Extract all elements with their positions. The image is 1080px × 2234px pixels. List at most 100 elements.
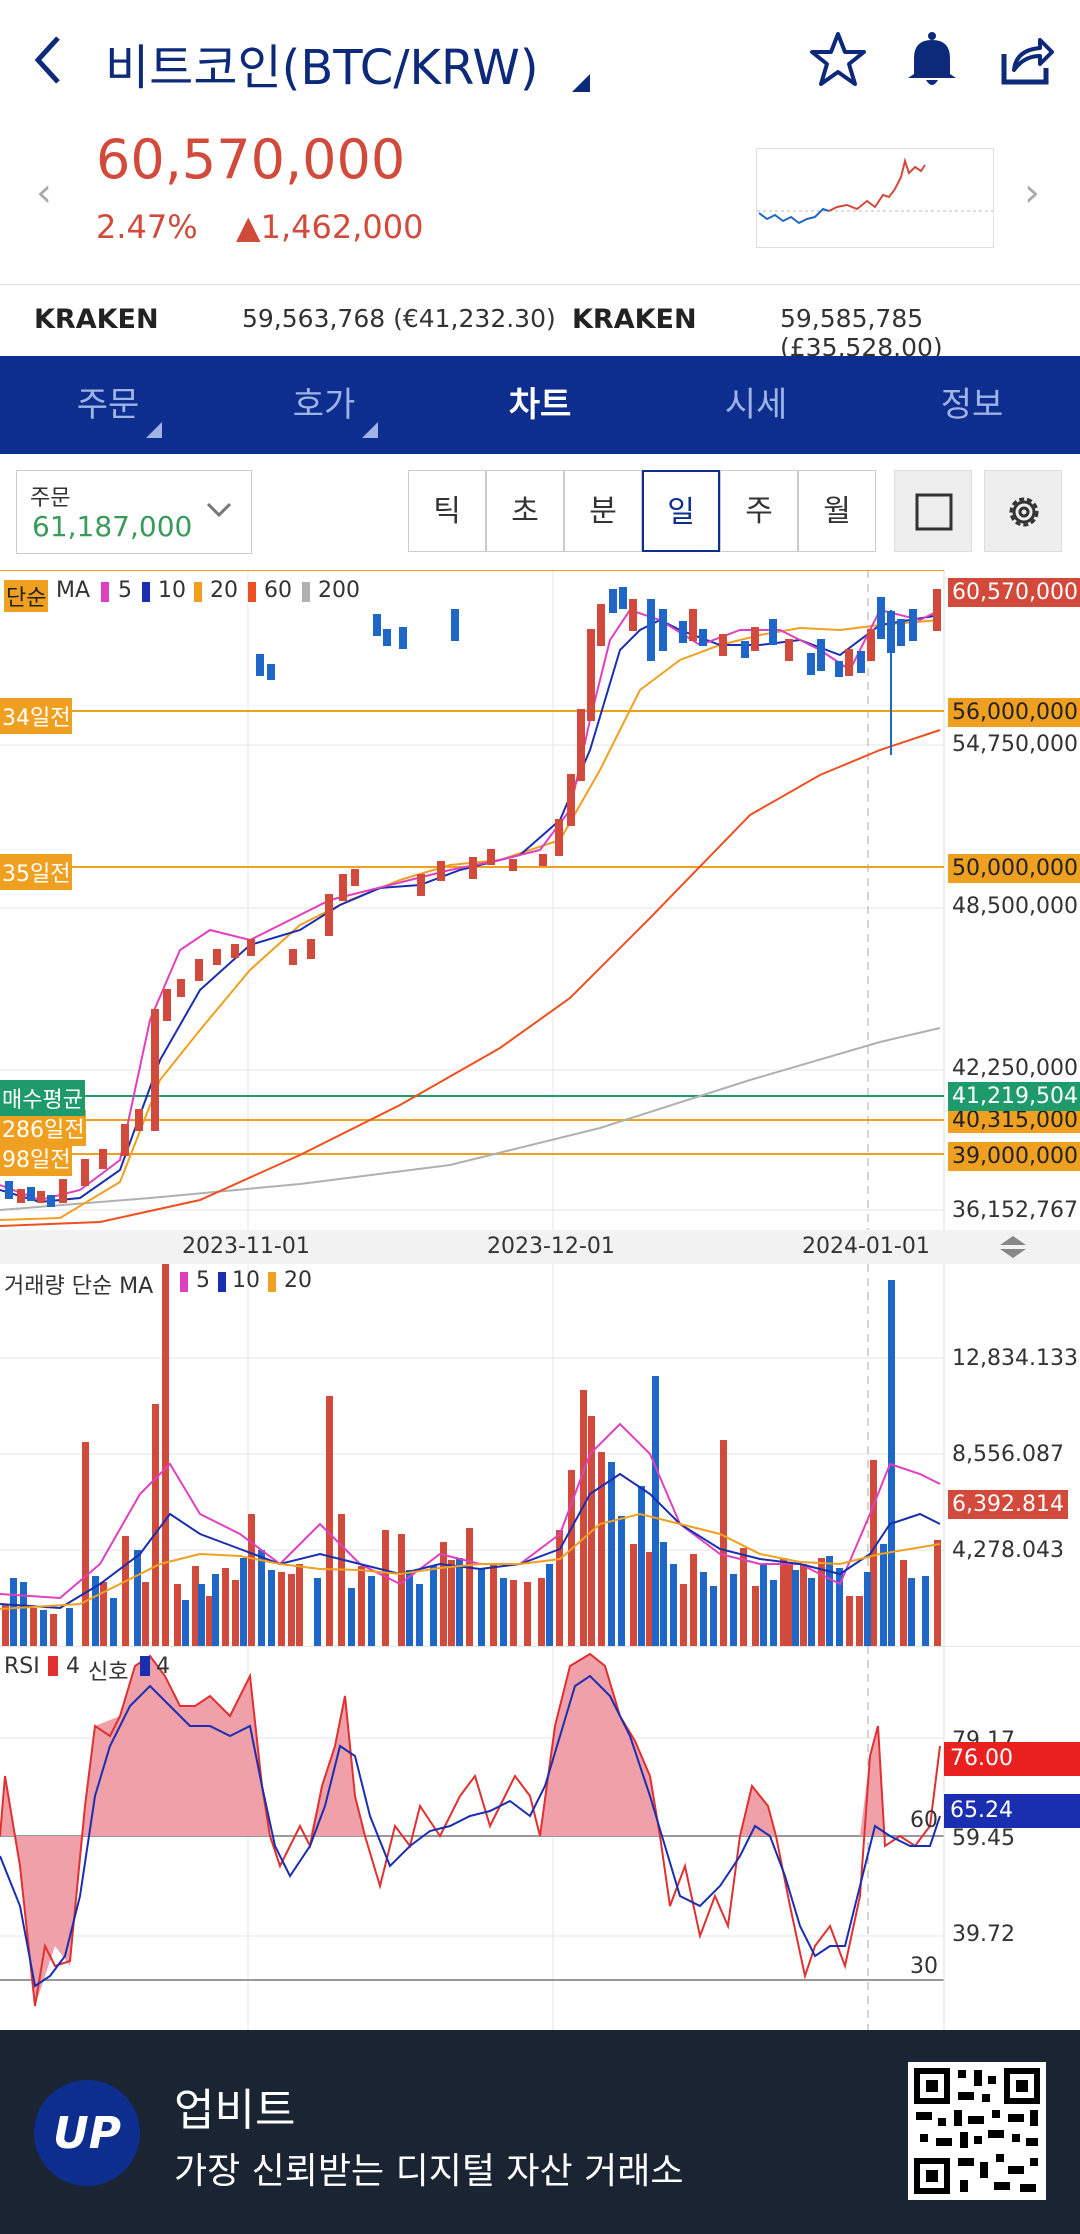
order-value: 61,187,000 [32, 510, 193, 543]
legend-ma60: 60 [264, 578, 292, 603]
square-icon [915, 493, 953, 531]
order-label: 주문 [30, 486, 71, 511]
tab-market[interactable]: 시세 [724, 385, 788, 425]
legend-ma: MA [56, 578, 91, 603]
interval-second[interactable]: 초 [486, 470, 564, 552]
tab-order[interactable]: 주문 [76, 385, 140, 425]
next-coin-arrow[interactable]: › [1024, 170, 1040, 216]
logo-text: UP [53, 2108, 121, 2159]
share-icon[interactable] [994, 28, 1058, 92]
volume-chart[interactable] [0, 1264, 1080, 1646]
interval-tick[interactable]: 틱 [408, 470, 486, 552]
upbit-banner[interactable] [0, 2030, 1080, 2234]
ma20-swatch [194, 582, 202, 602]
title-dropdown-icon[interactable] [572, 74, 590, 92]
rsi-value-tag: 76.00 [944, 1742, 1080, 1776]
page-title[interactable]: 비트코인(BTC/KRW) [105, 40, 539, 96]
y-tick: 36,152,767 [952, 1198, 1078, 1223]
vol-ma10-swatch [218, 1272, 226, 1292]
legend-ma5: 5 [118, 578, 132, 603]
rsi-level-30: 30 [910, 1954, 938, 1979]
rsi-chart[interactable] [0, 1646, 1080, 2030]
banner-subtitle: 가장 신뢰받는 디지털 자산 거래소 [174, 2151, 684, 2192]
qr-code-icon [908, 2062, 1046, 2200]
y-tick: 48,500,000 [952, 894, 1078, 919]
dropdown-triangle-icon [146, 422, 162, 438]
rsi-swatch [48, 1656, 58, 1676]
chevron-down-icon[interactable] [204, 500, 234, 520]
legend-type: 단순 [4, 580, 49, 612]
prev-coin-arrow[interactable]: ‹ [36, 170, 52, 216]
interval-minute[interactable]: 분 [564, 470, 642, 552]
hline-value: 41,219,504 [948, 1082, 1080, 1111]
change-amount: ▲1,462,000 [236, 208, 424, 246]
exchange-name: KRAKEN [572, 304, 697, 335]
rsi-signal-tag: 65.24 [944, 1794, 1080, 1828]
volume-legend-title: 거래량 단순 MA [4, 1274, 154, 1299]
hline-label: 35일전 [0, 854, 73, 890]
tab-chart[interactable]: 차트 [508, 385, 572, 425]
x-tick: 2023-12-01 [487, 1234, 615, 1259]
tab-info[interactable]: 정보 [940, 385, 1004, 425]
rsi-signal-label: 신호 [88, 1660, 129, 1685]
hline-value: 40,315,000 [948, 1108, 1080, 1133]
tab-bar [0, 356, 1080, 454]
rsi-y-tick: 59.45 [952, 1826, 1015, 1851]
interval-week[interactable]: 주 [720, 470, 798, 552]
exchange-price: 59,585,785 (£35,528.00) [780, 304, 943, 362]
vol-current-tag: 6,392.814 [948, 1490, 1068, 1519]
chart-type-button[interactable] [894, 470, 972, 552]
ma60-swatch [248, 582, 256, 602]
resize-handle-icon[interactable] [996, 1234, 1030, 1260]
vol-ma5-swatch [180, 1272, 188, 1292]
exchange-price: 59,563,768 (€41,232.30) [242, 304, 556, 333]
vol-ma5: 5 [196, 1268, 210, 1293]
ma200-swatch [302, 582, 310, 602]
vol-ma20-swatch [268, 1272, 276, 1292]
legend-ma200: 200 [318, 578, 360, 603]
settings-button[interactable] [984, 470, 1062, 552]
hline-value: 39,000,000 [948, 1142, 1080, 1171]
star-icon[interactable] [806, 28, 870, 92]
vol-y-tick: 12,834.133 [952, 1346, 1078, 1371]
change-percent: 2.47% [96, 208, 198, 246]
vol-y-tick: 4,278.043 [952, 1538, 1064, 1563]
hline-value: 50,000,000 [948, 854, 1080, 883]
hline-value: 56,000,000 [948, 698, 1080, 727]
back-arrow-icon[interactable] [28, 30, 68, 90]
y-tick: 54,750,000 [952, 732, 1078, 757]
rsi-y-tick: 39.72 [952, 1922, 1015, 1947]
order-price-select[interactable] [16, 470, 252, 554]
rsi-signal-swatch [140, 1656, 150, 1676]
dropdown-triangle-icon [362, 422, 378, 438]
banner-title: 업비트 [174, 2085, 296, 2136]
vol-y-tick: 8,556.087 [952, 1442, 1064, 1467]
gear-icon [1009, 497, 1039, 527]
bell-icon[interactable] [900, 28, 964, 92]
hline-label: 98일전 [0, 1140, 73, 1176]
y-tick: 42,250,000 [952, 1056, 1078, 1081]
rsi-legend-title: RSI [4, 1654, 40, 1679]
mini-price-chart [756, 148, 994, 248]
x-tick: 2024-01-01 [802, 1234, 930, 1259]
current-price-tag: 60,570,000 [948, 578, 1080, 607]
vol-ma10: 10 [232, 1268, 260, 1293]
rsi-period: 4 [66, 1654, 80, 1679]
hline-label: 34일전 [0, 698, 73, 734]
ma5-swatch [101, 582, 109, 602]
interval-day[interactable]: 일 [642, 470, 720, 552]
ma10-swatch [142, 582, 150, 602]
rsi-level-60: 60 [910, 1808, 938, 1833]
price-chart[interactable] [0, 570, 1080, 1230]
vol-ma20: 20 [284, 1268, 312, 1293]
legend-ma10: 10 [158, 578, 186, 603]
tab-orderbook[interactable]: 호가 [292, 385, 356, 425]
rsi-signal: 4 [156, 1654, 170, 1679]
upbit-logo [34, 2080, 140, 2186]
x-axis-strip [0, 1230, 1080, 1264]
interval-month[interactable]: 월 [798, 470, 876, 552]
hline-label: 매수평균 [0, 1080, 85, 1116]
exchange-name: KRAKEN [34, 304, 159, 335]
legend-ma20: 20 [210, 578, 238, 603]
x-tick: 2023-11-01 [182, 1234, 310, 1259]
